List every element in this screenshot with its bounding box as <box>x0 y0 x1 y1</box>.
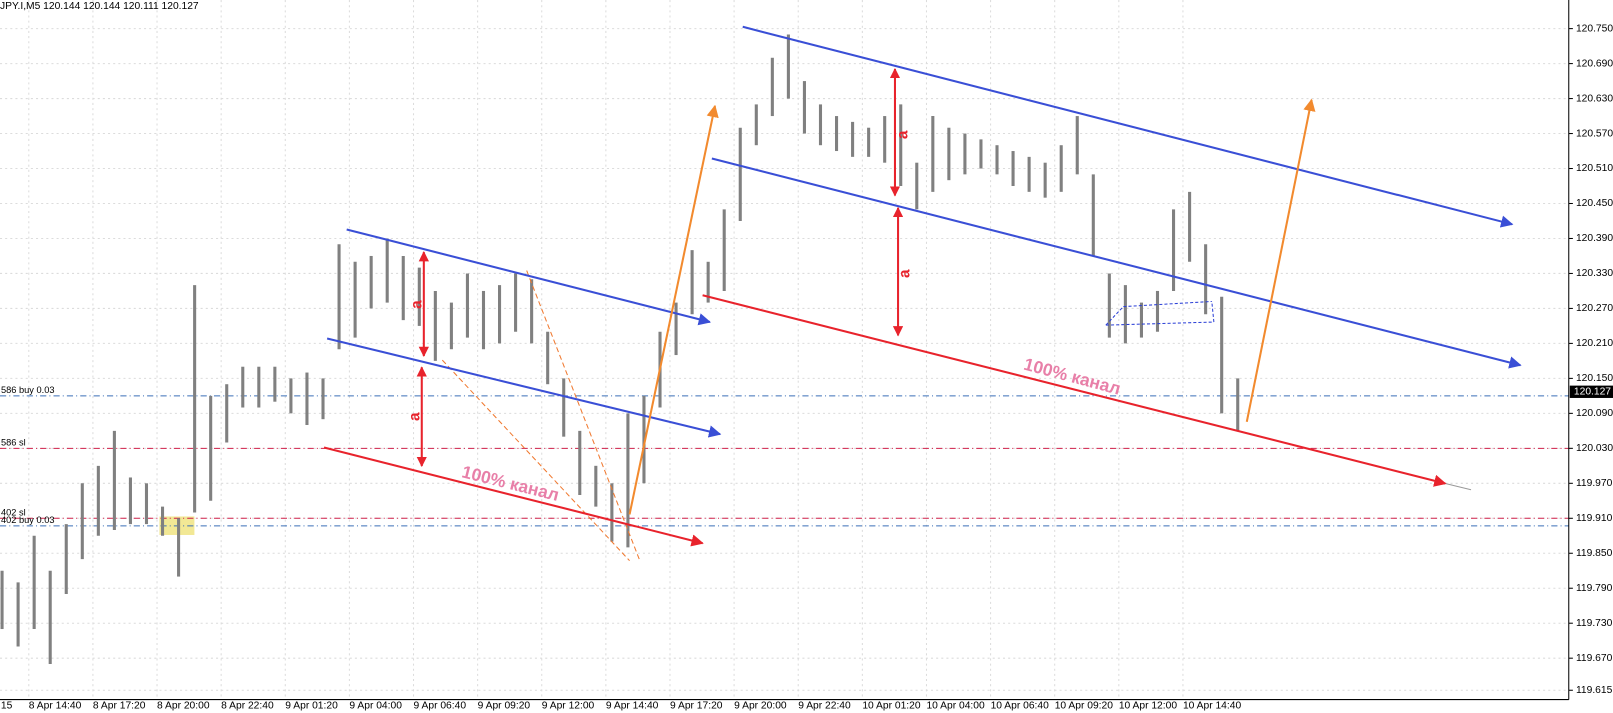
level-label: 586 sl <box>1 438 26 448</box>
grid <box>0 0 1569 700</box>
y-tick-label: 120.450 <box>1576 198 1613 209</box>
header: JPY.I,M5 120.144 120.144 120.111 120.127 <box>0 1 199 12</box>
y-tick-label: 119.910 <box>1576 513 1613 524</box>
x-tick-label: 9 Apr 12:00 <box>542 700 595 711</box>
arrow <box>1245 98 1316 423</box>
y-tick-label: 120.090 <box>1576 408 1613 419</box>
x-tick-label: 9 Apr 09:20 <box>478 700 531 711</box>
pattern-box <box>1105 300 1215 326</box>
y-tick-label: 119.615 <box>1576 685 1613 696</box>
channel-label: 100% канал <box>1022 354 1123 399</box>
a-label: a <box>894 130 911 139</box>
y-tick-label: 119.790 <box>1576 583 1613 594</box>
x-tick-label: 8 Apr 20:00 <box>157 700 210 711</box>
y-tick-label: 120.150 <box>1576 373 1613 384</box>
channel-line <box>742 25 1514 228</box>
axis-labels: 120.750 120.690 120.630 120.570 120.510 120.4… <box>1 23 1613 711</box>
y-tick-label: 119.970 <box>1576 478 1613 489</box>
x-tick-label: 15 <box>1 700 13 711</box>
x-tick-label: 10 Apr 04:00 <box>926 700 985 711</box>
x-tick-label: 10 Apr 14:40 <box>1183 700 1242 711</box>
y-tick-label: 119.670 <box>1576 653 1613 664</box>
extension <box>1445 483 1472 491</box>
x-tick-label: 9 Apr 04:00 <box>349 700 402 711</box>
x-tick-label: 9 Apr 17:20 <box>670 700 723 711</box>
channel-line <box>326 337 722 438</box>
channel-label: 100% канал <box>460 462 561 505</box>
y-tick-label: 120.510 <box>1576 163 1613 174</box>
y-tick-label: 119.850 <box>1576 548 1613 559</box>
y-tick-label: 120.630 <box>1576 93 1613 104</box>
y-tick-label: 120.570 <box>1576 128 1613 139</box>
x-tick-label: 9 Apr 20:00 <box>734 700 787 711</box>
x-tick-label: 10 Apr 06:40 <box>991 700 1050 711</box>
level-label: 586 buy 0.03 <box>1 385 55 395</box>
channel-line <box>711 157 1522 369</box>
x-tick-label: 9 Apr 01:20 <box>285 700 338 711</box>
level-label: 402 sl <box>1 508 26 518</box>
arrow <box>628 104 719 515</box>
fib-line <box>441 359 630 562</box>
a-label: a <box>407 412 424 421</box>
drawings <box>323 25 1522 562</box>
a-label: a <box>409 300 426 309</box>
level-label: 402 buy 0.03 <box>1 515 55 525</box>
y-tick-label: 120.750 <box>1576 23 1613 34</box>
x-tick-label: 8 Apr 17:20 <box>93 700 146 711</box>
y-tick-label: 120.270 <box>1576 303 1613 314</box>
y-tick-label: 120.690 <box>1576 58 1613 69</box>
y-tick-label: 120.030 <box>1576 443 1613 454</box>
y-tick-label: 120.210 <box>1576 338 1613 349</box>
a-label: a <box>896 269 913 278</box>
x-tick-label: 8 Apr 14:40 <box>29 700 82 711</box>
channel-line <box>346 228 711 326</box>
x-tick-label: 9 Apr 06:40 <box>414 700 467 711</box>
channel-line <box>702 294 1447 487</box>
x-tick-label: 10 Apr 09:20 <box>1055 700 1114 711</box>
x-tick-label: 10 Apr 12:00 <box>1119 700 1178 711</box>
last-price: 120.127 <box>1574 387 1611 398</box>
x-tick-label: 9 Apr 22:40 <box>798 700 851 711</box>
bars <box>0 34 1240 665</box>
fib-line <box>526 270 641 561</box>
channel-line <box>323 446 704 547</box>
y-tick-label: 120.330 <box>1576 268 1613 279</box>
x-tick-label: 8 Apr 22:40 <box>221 700 274 711</box>
y-tick-label: 120.390 <box>1576 233 1613 244</box>
x-tick-label: 9 Apr 14:40 <box>606 700 659 711</box>
last-price-box <box>1569 385 1613 398</box>
y-tick-label: 119.730 <box>1576 618 1613 629</box>
x-tick-label: 10 Apr 01:20 <box>862 700 921 711</box>
